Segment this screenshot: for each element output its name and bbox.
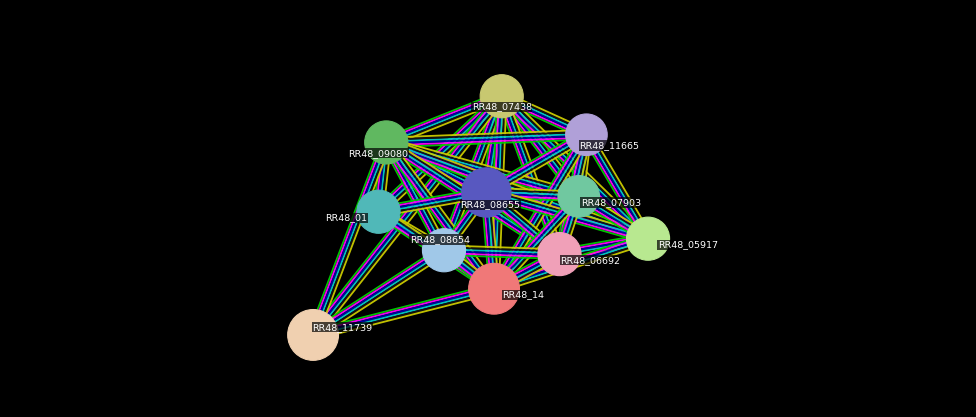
Circle shape xyxy=(288,309,339,360)
Circle shape xyxy=(566,114,607,156)
Text: RR48_08655: RR48_08655 xyxy=(461,200,520,209)
Circle shape xyxy=(558,176,599,217)
Circle shape xyxy=(462,168,511,217)
Text: RR48_06692: RR48_06692 xyxy=(560,256,621,265)
Text: RR48_14: RR48_14 xyxy=(503,290,545,299)
Circle shape xyxy=(365,121,408,164)
Text: RR48_09080: RR48_09080 xyxy=(348,149,409,158)
Circle shape xyxy=(538,233,581,276)
Circle shape xyxy=(480,75,523,118)
Text: RR48_11739: RR48_11739 xyxy=(312,323,373,332)
Text: RR48_07903: RR48_07903 xyxy=(581,198,641,207)
Circle shape xyxy=(468,263,519,314)
Text: RR48_05917: RR48_05917 xyxy=(658,240,718,249)
Text: RR48_01: RR48_01 xyxy=(325,214,367,222)
Circle shape xyxy=(357,190,400,233)
Circle shape xyxy=(423,229,466,272)
Circle shape xyxy=(627,217,670,260)
Text: RR48_11665: RR48_11665 xyxy=(580,141,639,150)
Text: RR48_08654: RR48_08654 xyxy=(410,235,470,244)
Text: RR48_07438: RR48_07438 xyxy=(471,103,532,111)
